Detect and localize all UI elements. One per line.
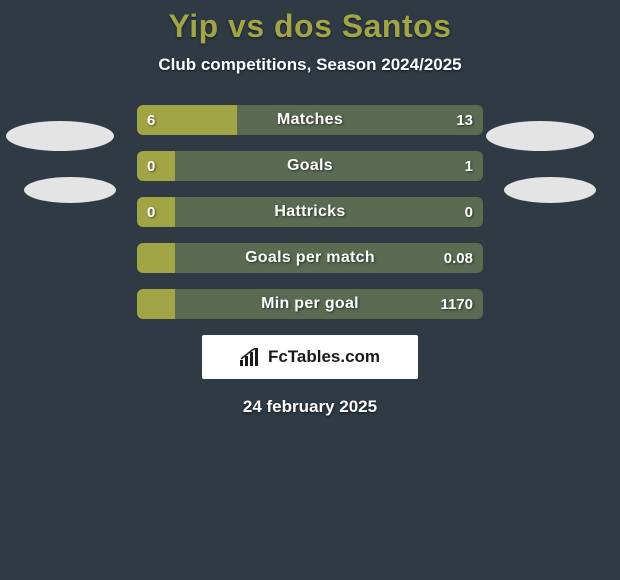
- stat-right-value: 1170: [440, 289, 473, 319]
- page-title: Yip vs dos Santos: [0, 0, 620, 45]
- stat-label: Matches: [137, 105, 483, 135]
- stat-row: Min per goal1170: [137, 289, 483, 319]
- stat-right-value: 13: [456, 105, 473, 135]
- stat-label: Goals: [137, 151, 483, 181]
- stat-right-value: 0.08: [444, 243, 473, 273]
- stat-row: 6Matches13: [137, 105, 483, 135]
- stat-row: 0Goals1: [137, 151, 483, 181]
- brand-chart-icon: [240, 348, 262, 366]
- comparison-card: Yip vs dos Santos Club competitions, Sea…: [0, 0, 620, 580]
- decorative-ellipse: [6, 121, 114, 151]
- stat-row: Goals per match0.08: [137, 243, 483, 273]
- decorative-ellipse: [24, 177, 116, 203]
- brand-badge: FcTables.com: [202, 335, 418, 379]
- stats-bars: 6Matches130Goals10Hattricks0Goals per ma…: [137, 105, 483, 319]
- stat-row: 0Hattricks0: [137, 197, 483, 227]
- stat-right-value: 1: [465, 151, 473, 181]
- subtitle: Club competitions, Season 2024/2025: [0, 55, 620, 75]
- stat-right-value: 0: [465, 197, 473, 227]
- stat-label: Min per goal: [137, 289, 483, 319]
- footer-date: 24 february 2025: [0, 397, 620, 417]
- stat-label: Hattricks: [137, 197, 483, 227]
- stat-label: Goals per match: [137, 243, 483, 273]
- brand-text: FcTables.com: [268, 347, 380, 367]
- decorative-ellipse: [504, 177, 596, 203]
- decorative-ellipse: [486, 121, 594, 151]
